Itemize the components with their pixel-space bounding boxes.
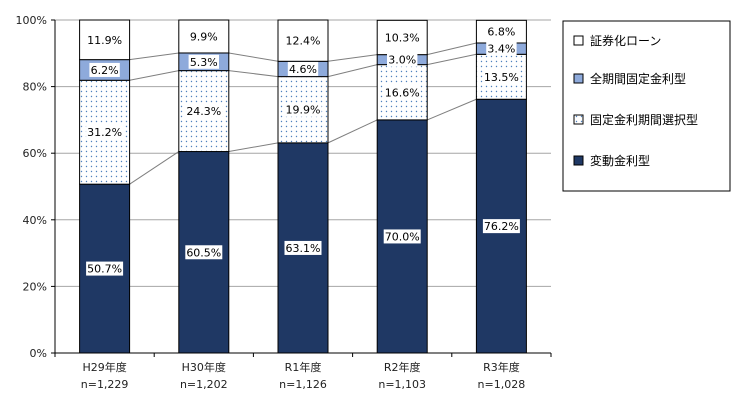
legend-swatch (573, 35, 584, 46)
x-category-sublabel: n=1,126 (279, 378, 327, 391)
legend-label: 固定金利期間選択型 (590, 112, 698, 127)
series-connector-line (327, 64, 378, 78)
data-label: 63.1% (286, 242, 321, 255)
y-tick-label: 40% (23, 214, 47, 227)
series-connector-line (427, 42, 477, 56)
data-label: 50.7% (87, 263, 122, 276)
series-connector-line (427, 53, 477, 66)
series-lines-layer (129, 42, 477, 185)
data-label-background (86, 261, 124, 276)
series-connector-line (228, 142, 279, 153)
legend-swatch (573, 114, 584, 125)
x-category-label: R3年度 (483, 360, 520, 374)
data-label-background (188, 29, 219, 44)
data-label: 11.9% (87, 34, 122, 47)
y-tick-label: 60% (23, 147, 47, 160)
data-label: 12.4% (286, 35, 321, 48)
data-labels-layer: 50.7% 31.2% 6.2% 11.9% 60.5% 24.3% 5.3% 9.9% 63.… (86, 24, 520, 276)
x-category-sublabel: n=1,028 (478, 378, 526, 391)
data-label: 76.2% (484, 220, 519, 233)
x-category-label: H29年度 (82, 360, 126, 374)
y-tick-label: 100% (16, 14, 47, 27)
data-label: 4.6% (289, 63, 317, 76)
data-label-background (383, 229, 421, 244)
data-label-background (284, 33, 322, 48)
data-label-background (284, 240, 322, 255)
series-connector-line (427, 98, 477, 121)
x-category-label: R2年度 (384, 360, 421, 374)
data-label-background (86, 125, 124, 140)
series-connector-line (129, 151, 180, 185)
data-label-background (486, 41, 517, 56)
data-label: 31.2% (87, 126, 122, 139)
data-label-background (188, 54, 219, 69)
data-label-background (482, 219, 520, 234)
series-connector-line (228, 70, 279, 78)
data-label-background (387, 52, 418, 67)
data-label-background (89, 62, 120, 77)
data-label: 6.8% (487, 26, 515, 39)
data-label-background (86, 32, 124, 47)
legend-swatch (573, 155, 584, 166)
x-category-sublabel: n=1,229 (81, 378, 129, 391)
legend-label: 変動金利型 (590, 153, 650, 168)
data-label: 19.9% (286, 104, 321, 117)
data-label: 3.0% (388, 54, 416, 67)
axes-layer: 0% 20% 40% 60% 80% 100% H29年度 n=1,229 H30年度 n=1,2… (16, 14, 552, 391)
data-label: 10.3% (385, 31, 420, 44)
data-label: 70.0% (385, 230, 420, 243)
series-connector-line (129, 70, 179, 81)
y-tick-label: 20% (23, 280, 47, 293)
legend-label: 全期間固定金利型 (590, 71, 686, 86)
data-label-background (185, 245, 223, 260)
legend-label: 証券化ローン (590, 33, 661, 48)
data-label: 3.4% (487, 43, 515, 56)
series-connector-line (129, 52, 179, 61)
data-label: 9.9% (190, 30, 218, 43)
x-category-label: R1年度 (285, 360, 322, 374)
data-label-background (284, 102, 322, 117)
data-label-background (482, 69, 520, 84)
data-label-background (486, 24, 517, 39)
y-tick-label: 0% (30, 347, 47, 360)
data-label-background (383, 30, 421, 45)
data-label: 16.6% (385, 86, 420, 99)
data-label-background (287, 61, 319, 76)
data-label-background (185, 104, 223, 119)
series-connector-line (228, 52, 279, 62)
legend-box (562, 20, 731, 192)
y-tick-label: 80% (23, 81, 47, 94)
legend-swatch (573, 73, 584, 84)
data-label: 24.3% (186, 105, 221, 118)
data-label: 60.5% (186, 246, 221, 259)
x-category-sublabel: n=1,103 (378, 378, 426, 391)
data-label: 5.3% (190, 56, 218, 69)
data-label: 6.2% (91, 64, 119, 77)
x-category-label: H30年度 (182, 360, 226, 374)
series-connector-line (327, 119, 378, 144)
data-label-background (383, 85, 421, 100)
data-label: 13.5% (484, 71, 519, 84)
x-category-sublabel: n=1,202 (180, 378, 228, 391)
series-connector-line (327, 54, 378, 62)
